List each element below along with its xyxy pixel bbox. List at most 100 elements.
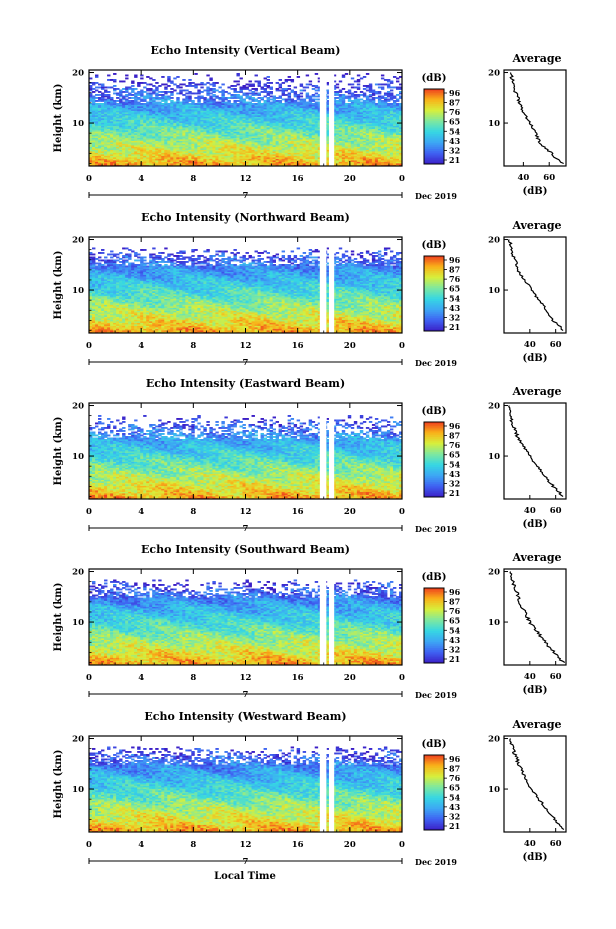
heatmap-cell xyxy=(125,95,129,98)
heatmap-cell xyxy=(221,103,225,105)
heatmap-cell xyxy=(218,142,222,144)
heatmap-cell xyxy=(197,92,201,95)
heatmap-cell xyxy=(326,110,331,113)
heatmap-cell xyxy=(182,122,186,125)
heatmap-cell xyxy=(194,107,198,110)
heatmap-cell xyxy=(122,125,126,128)
heatmap-cell xyxy=(347,133,352,135)
heatmap-cell xyxy=(143,160,147,162)
heatmap-cell xyxy=(188,163,192,165)
heatmap-cell xyxy=(368,109,373,111)
heatmap-cell xyxy=(146,101,150,104)
heatmap-cell xyxy=(227,149,231,152)
heatmap-cell xyxy=(251,130,255,132)
heatmap-cell xyxy=(143,134,147,137)
heatmap-cell xyxy=(179,125,183,128)
heatmap-cell xyxy=(101,104,105,107)
heatmap-cell xyxy=(362,157,367,159)
heatmap-cell xyxy=(149,164,153,166)
heatmap-cell xyxy=(185,146,189,149)
heatmap-cell xyxy=(191,142,195,144)
heatmap-cell xyxy=(119,142,123,144)
heatmap-cell xyxy=(155,145,159,147)
heatmap-cell xyxy=(95,127,99,129)
heatmap-cell xyxy=(149,142,153,144)
heatmap-cell xyxy=(110,130,114,132)
heatmap-cell xyxy=(128,107,132,110)
heatmap-cell xyxy=(236,152,240,155)
heatmap-cell xyxy=(230,160,234,162)
heatmap-cell xyxy=(335,152,340,155)
heatmap-cell xyxy=(359,127,364,129)
heatmap-cell xyxy=(392,163,397,165)
heatmap-cell xyxy=(281,140,286,143)
heatmap-cell xyxy=(290,140,295,143)
heatmap-cell xyxy=(314,139,319,141)
heatmap-cell xyxy=(374,136,379,138)
heatmap-cell xyxy=(134,121,138,123)
heatmap-cell xyxy=(260,125,264,128)
heatmap-cell xyxy=(134,131,138,134)
heatmap-cell xyxy=(92,137,96,140)
heatmap-cell xyxy=(131,109,135,111)
heatmap-cell xyxy=(113,154,117,156)
heatmap-cell xyxy=(356,137,361,140)
heatmap-cell xyxy=(254,142,258,144)
heatmap-cell xyxy=(296,119,301,122)
heatmap-cell xyxy=(302,164,307,166)
heatmap-cell xyxy=(326,128,331,131)
heatmap-cell xyxy=(158,160,162,162)
heatmap-cell xyxy=(98,133,102,135)
heatmap-cell xyxy=(386,149,391,152)
heatmap-cell xyxy=(317,127,322,129)
heatmap-cell xyxy=(134,103,138,105)
heatmap-cell xyxy=(362,130,367,132)
heatmap-cell xyxy=(209,116,213,119)
heatmap-cell xyxy=(242,161,246,164)
heatmap-cell xyxy=(167,128,171,131)
heatmap-cell xyxy=(164,125,168,128)
heatmap-cell xyxy=(128,134,132,137)
heatmap-cell xyxy=(179,157,183,159)
heatmap-cell xyxy=(302,122,307,125)
heatmap-cell xyxy=(200,107,204,110)
heatmap-cell xyxy=(311,98,316,101)
heatmap-cell xyxy=(275,130,280,132)
heatmap-cell xyxy=(305,97,310,99)
heatmap-cell xyxy=(281,161,286,164)
heatmap-cell xyxy=(305,106,310,108)
heatmap-cell xyxy=(251,109,255,111)
heatmap-cell xyxy=(218,130,222,132)
heatmap-cell xyxy=(350,94,355,96)
heatmap-cell xyxy=(380,109,385,111)
heatmap-cell xyxy=(95,100,99,102)
heatmap-cell xyxy=(164,112,168,114)
heatmap-cell xyxy=(122,110,126,113)
heatmap-cell xyxy=(104,119,108,122)
heatmap-cell xyxy=(266,142,270,144)
heatmap-cell xyxy=(338,121,343,123)
heatmap-cell xyxy=(317,112,322,114)
heatmap-cell xyxy=(398,136,402,138)
heatmap-cell xyxy=(317,128,322,131)
heatmap-cell xyxy=(233,97,237,99)
heatmap-cell xyxy=(356,113,361,116)
heatmap-cell xyxy=(356,128,361,131)
heatmap-cell xyxy=(278,151,283,153)
heatmap-cell xyxy=(374,143,379,146)
heatmap-cell xyxy=(317,154,322,156)
heatmap-cell xyxy=(245,119,249,122)
heatmap-cell xyxy=(260,145,264,147)
heatmap-cell xyxy=(248,161,252,164)
heatmap-cell xyxy=(284,133,289,135)
heatmap-cell xyxy=(203,112,207,114)
heatmap-cell xyxy=(311,110,316,113)
heatmap-cell xyxy=(191,118,195,120)
heatmap-cell xyxy=(293,116,298,119)
heatmap-cell xyxy=(143,95,147,98)
heatmap-cell xyxy=(239,101,243,104)
heatmap-cell xyxy=(242,142,246,144)
heatmap-cell xyxy=(95,115,99,117)
heatmap-cell xyxy=(185,130,189,132)
heatmap-cell xyxy=(119,148,123,150)
